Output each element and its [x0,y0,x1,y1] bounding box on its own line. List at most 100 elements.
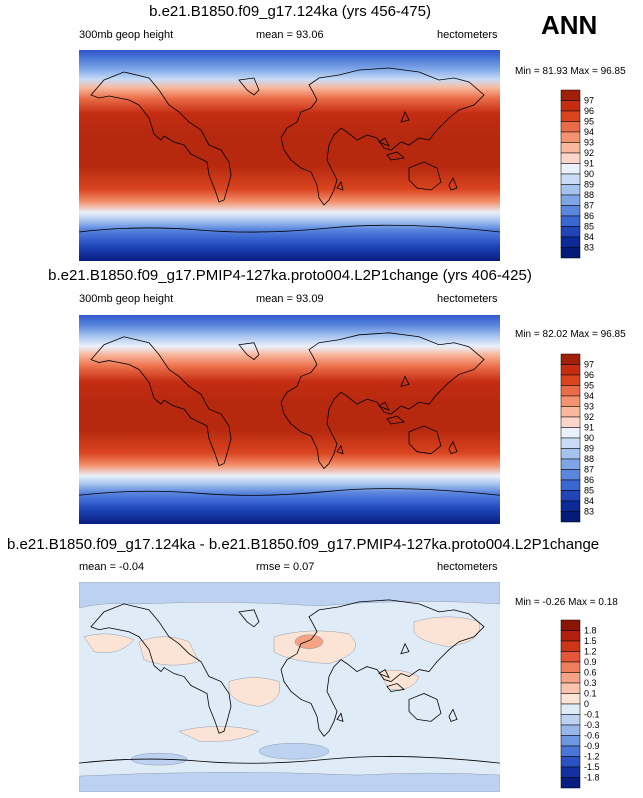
panel2-colorbar-label: 96 [584,370,594,380]
panel1-colorbar-label: 94 [584,127,594,137]
panel2-min-max: Min = 82.02 Max = 96.85 [515,329,626,340]
panel1-colorbar-swatch [560,226,581,238]
panel2-colorbar-swatch [560,479,581,491]
panel1-colorbar-swatch [560,194,581,206]
panel3-colorbar-label: 1.8 [584,626,597,636]
panel2-colorbar-swatch [560,374,581,386]
panel3-colorbar-label: 1.5 [584,636,597,646]
panel1-colorbar-label: 89 [584,180,594,190]
panel2-colorbar-label: 87 [584,465,594,475]
panel1-colorbar-label: 88 [584,190,594,200]
panel2-field-label: 300mb geop height [79,293,174,305]
panel2-colorbar-label: 92 [584,412,594,422]
panel2-colorbar-swatch [560,500,581,512]
panel2-colorbar-swatch [560,395,581,407]
panel1-colorbar-label: 85 [584,222,594,232]
panel1-colorbar-swatch [560,152,581,164]
panel1-colorbar-swatch [560,247,581,259]
panel2-colorbar-swatch [560,416,581,428]
panel1-colorbar-label: 87 [584,201,594,211]
panel2-colorbar-label: 91 [584,423,594,433]
panel1-colorbar-swatch [560,205,581,217]
panel3-mean-label: mean = -0.04 [79,561,145,573]
panel2-colorbar-swatch [560,364,581,376]
panel3-colorbar-swatch [560,703,581,715]
panel1-colorbar-label: 91 [584,159,594,169]
panel1-colorbar-swatch [560,173,581,185]
panel3-colorbar-swatch [560,630,581,642]
panel3-colorbar-swatch [560,745,581,757]
panel3-colorbar: 1.8 1.5 1.2 0.9 0.6 0.3 0.1 0 -0.1 -0.3 -0.6 -0.9 -1… [560,619,620,790]
panel3-colorbar-label: -1.2 [584,752,600,762]
panel2-colorbar-swatch [560,353,581,365]
panel3-colorbar-svg: 1.81.51.20.90.60.30.10-0.1-0.3-0.6-0.9-1… [560,619,600,789]
panel3-colorbar-swatch [560,651,581,663]
panel2-colorbar-swatch [560,437,581,449]
panel1-colorbar-swatch [560,121,581,133]
panel1-min-max: Min = 81.93 Max = 96.85 [515,66,626,77]
panel3-colorbar-label: -1.5 [584,762,600,772]
panel1-colorbar-swatch [560,215,581,227]
panel2-colorbar-label: 85 [584,486,594,496]
panel3-colorbar-label: -0.3 [584,720,600,730]
panel2-colorbar-swatch [560,490,581,502]
panel2-colorbar-swatch [560,427,581,439]
panel1-colorbar-swatch [560,89,581,101]
panel3-colorbar-label: 1.2 [584,647,597,657]
panel1-title: b.e21.B1850.f09_g17.124ka (yrs 456-475) [149,3,431,20]
panel3-colorbar-label: -0.1 [584,710,600,720]
panel3-colorbar-swatch [560,682,581,694]
panel1-colorbar-swatch [560,163,581,175]
panel1-field-label: 300mb geop height [79,29,174,41]
panel2-colorbar-label: 94 [584,391,594,401]
panel3-colorbar-swatch [560,777,581,789]
panel2-colorbar: 97 96 95 94 93 92 91 90 89 88 87 86 85 84 83 [560,353,620,524]
panel2-map [79,315,500,524]
panel3-colorbar-label: 0.3 [584,678,597,688]
panel1-colorbar-swatch [560,236,581,248]
panel1-colorbar-swatch [560,184,581,196]
panel3-colorbar-swatch [560,619,581,631]
panel2-colorbar-swatch [560,448,581,460]
panel1-colorbar-label: 93 [584,138,594,148]
panel1-colorbar-label: 96 [584,106,594,116]
panel3-colorbar-label: -0.9 [584,741,600,751]
panel1-colorbar-swatch [560,100,581,112]
panel1-map [79,50,500,261]
panel3-min-max: Min = -0.26 Max = 0.18 [515,597,618,608]
panel3-colorbar-label: -0.6 [584,731,600,741]
panel3-colorbar-label: 0.1 [584,689,597,699]
panel2-colorbar-swatch [560,385,581,397]
panel1-colorbar-label: 97 [584,96,594,106]
panel3-units-label: hectometers [437,561,498,573]
panel2-colorbar-swatch [560,458,581,470]
panel3-colorbar-swatch [560,661,581,673]
panel2-colorbar-label: 90 [584,433,594,443]
panel2-colorbar-label: 86 [584,475,594,485]
panel3-colorbar-swatch [560,735,581,747]
panel3-colorbar-label: 0.9 [584,657,597,667]
panel3-colorbar-swatch [560,672,581,684]
panel2-colorbar-label: 97 [584,360,594,370]
panel1-colorbar-label: 83 [584,243,594,253]
panel3-map [79,582,500,792]
panel1-colorbar-label: 92 [584,148,594,158]
panel2-units-label: hectometers [437,293,498,305]
panel3-colorbar-label: -1.8 [584,773,600,783]
panel1-units-label: hectometers [437,29,498,41]
panel2-colorbar-label: 89 [584,444,594,454]
panel3-colorbar-swatch [560,693,581,705]
panel2-title: b.e21.B1850.f09_g17.PMIP4-127ka.proto004… [48,267,532,284]
panel3-colorbar-swatch [560,766,581,778]
panel1-colorbar-swatch [560,142,581,154]
panel3-colorbar-swatch [560,714,581,726]
panel1-colorbar-label: 86 [584,211,594,221]
panel3-colorbar-swatch [560,640,581,652]
panel1-colorbar-label: 90 [584,169,594,179]
panel3-title: b.e21.B1850.f09_g17.124ka - b.e21.B1850.… [7,536,600,553]
panel1-mean-label: mean = 93.06 [256,29,324,41]
season-label: ANN [541,10,598,40]
